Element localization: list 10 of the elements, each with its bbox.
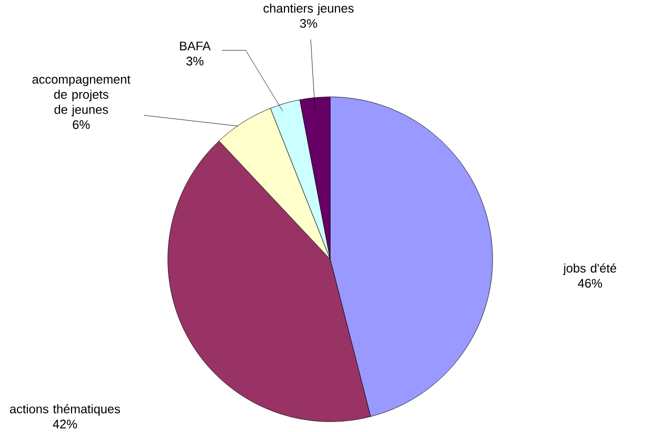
data-label: 3%: [300, 19, 318, 28]
data-label: 3%: [186, 56, 204, 66]
slice-label: jobs d'été: [563, 263, 616, 276]
data-label: 6%: [72, 120, 90, 130]
slice-label: chantiers jeunes: [264, 4, 354, 16]
data-label: 46%: [578, 278, 602, 288]
data-label: 42%: [52, 420, 77, 428]
slice-label: BAFA: [180, 42, 211, 50]
slice-label: actions thématiques: [10, 404, 120, 416]
slice-label: accompagnement de projets de jeunes: [32, 76, 130, 116]
